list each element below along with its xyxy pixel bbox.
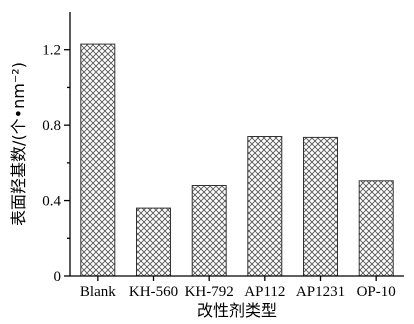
y-tick-label: 0.4 [42,194,61,210]
x-tick-label: Blank [80,284,116,300]
y-ticks-group: 0 0.4 0.8 1.2 [42,43,70,285]
x-tick-label: KH-792 [185,284,234,300]
axes-group [69,12,404,277]
bar-blank [80,43,116,277]
y-tick-label: 1.2 [42,43,61,59]
bar-op-10 [358,180,394,277]
bar-kh-792 [191,185,227,277]
x-ticks-group: Blank KH-560 KH-792 AP112 AP1231 OP-10 [80,276,396,300]
y-tick-label: 0 [54,269,62,285]
y-tick-label: 0.8 [42,118,61,134]
x-tick-label: KH-560 [129,284,178,300]
bar-ap112 [247,136,283,277]
bar-ap1231 [303,136,338,277]
y-axis-title: 表面羟基数/(个•nm⁻²) [9,62,28,226]
x-tick-label: AP112 [244,284,285,300]
x-axis-title: 改性剂类型 [197,301,277,320]
bars-group [80,43,394,277]
x-tick-label: OP-10 [357,284,396,300]
bar-kh-560 [136,207,171,277]
x-tick-label: AP1231 [296,284,345,300]
